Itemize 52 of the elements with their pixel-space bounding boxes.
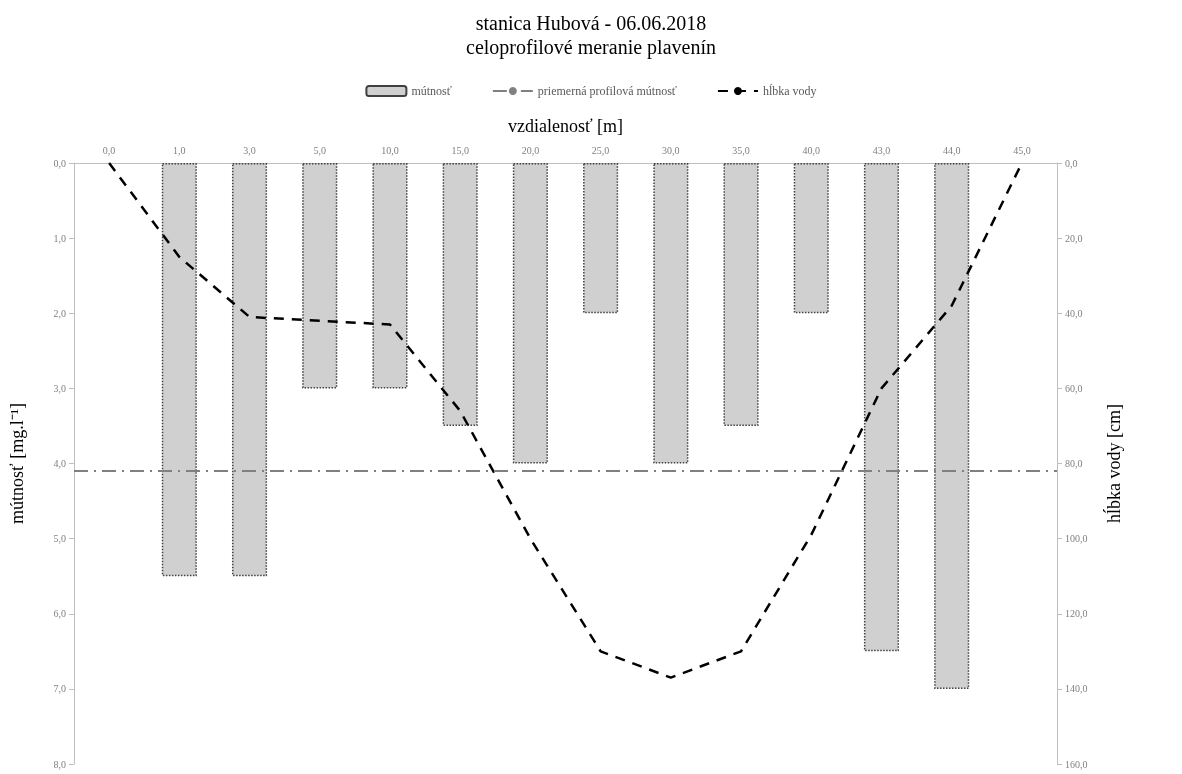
x-tick-label: 35,0 [732, 144, 750, 156]
y-axis-title: mútnosť [mg.l⁻¹] [7, 402, 27, 525]
legend-label: hĺbka vody [762, 84, 817, 98]
bar [653, 163, 689, 464]
bar [793, 163, 829, 314]
chart-title: stanica Hubová - 06.06.2018 [475, 12, 707, 34]
legend-label: mútnosť [411, 84, 452, 98]
x-tick-label: 45,0 [1013, 144, 1031, 156]
x-tick-label: 0,0 [102, 144, 116, 156]
y-tick-label: 8,0 [53, 758, 66, 770]
bar [723, 163, 759, 426]
bar [512, 163, 548, 464]
y2-tick-label: 60,0 [1065, 382, 1083, 394]
bar [231, 163, 268, 577]
y2-tick-label: 160,0 [1065, 758, 1088, 770]
y-tick-label: 6,0 [53, 608, 66, 620]
x-tick-label: 44,0 [942, 144, 961, 156]
y-tick-label: 7,0 [53, 683, 66, 695]
x-tick-label: 3,0 [243, 144, 256, 156]
y2-tick-label: 80,0 [1065, 458, 1083, 469]
y-tick-label: 0,0 [53, 157, 66, 169]
x-tick-label: 25,0 [591, 144, 610, 156]
y2-tick-label: 40,0 [1065, 307, 1083, 319]
y-tick-label: 1,0 [53, 232, 66, 244]
x-tick-label: 20,0 [521, 144, 540, 156]
x-axis-title: vzdialenosť [m] [507, 116, 624, 136]
x-tick-label: 40,0 [802, 144, 820, 156]
legend-label: priemerná profilová mútnosť [537, 84, 677, 98]
y-tick-label: 3,0 [53, 382, 66, 394]
x-tick-label: 10,0 [381, 144, 399, 156]
y2-tick-label: 100,0 [1065, 533, 1088, 545]
y2-tick-label: 120,0 [1065, 608, 1088, 620]
chart-subtitle: celoprofilové meranie plavenín [466, 36, 716, 59]
x-tick-label: 15,0 [451, 144, 469, 156]
bar [934, 163, 970, 689]
bar [372, 163, 408, 389]
y2-tick-label: 140,0 [1065, 683, 1088, 695]
x-tick-label: 1,0 [173, 144, 186, 156]
bar [161, 163, 197, 577]
y-tick-label: 2,0 [53, 307, 66, 319]
bar [583, 163, 619, 314]
y2-tick-label: 0,0 [1065, 157, 1078, 169]
y-tick-label: 5,0 [53, 533, 66, 545]
bar [863, 163, 900, 652]
y-tick-label: 4,0 [53, 458, 66, 469]
bar [302, 163, 338, 389]
x-tick-label: 43,0 [872, 144, 891, 156]
x-tick-label: 5,0 [313, 144, 326, 156]
y2-tick-label: 20,0 [1065, 232, 1083, 244]
bar [442, 163, 478, 426]
x-tick-label: 30,0 [662, 144, 680, 156]
y2-axis-title: hĺbka vody [cm] [1103, 404, 1124, 523]
